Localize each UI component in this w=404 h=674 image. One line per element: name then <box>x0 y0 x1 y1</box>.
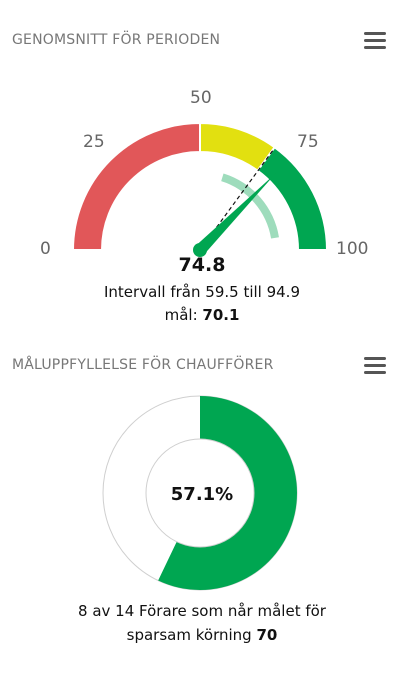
donut-hole <box>145 438 255 548</box>
gauge-tick-25: 25 <box>83 132 105 152</box>
gauge-needle-hub <box>193 243 207 257</box>
gauge-menu-button[interactable] <box>364 32 386 50</box>
donut-description-text: sparsam körning <box>126 626 257 644</box>
donut-description-value: 70 <box>256 626 278 644</box>
gauge-range-band <box>221 173 279 239</box>
gauge-tick-100: 100 <box>336 239 369 259</box>
gauge-target: mål: 70.1 <box>0 306 404 324</box>
gauge-tick-0: 0 <box>40 239 51 259</box>
donut-description-line1: 8 av 14 Förare som når målet för <box>78 602 326 620</box>
hamburger-menu-icon <box>364 357 386 360</box>
gauge-target-label: mål: <box>164 306 203 324</box>
hamburger-line <box>364 364 386 367</box>
donut-menu-button[interactable] <box>364 357 386 375</box>
gauge-target-value: 70.1 <box>202 306 240 324</box>
donut-percent: 57.1% <box>170 484 234 505</box>
donut-segment-achieved <box>158 396 297 590</box>
gauge-tick-75: 75 <box>297 132 319 152</box>
hamburger-menu-icon <box>364 32 386 35</box>
hamburger-line <box>364 46 386 49</box>
hamburger-line <box>364 371 386 374</box>
donut-description-line2: sparsam körning 70 <box>0 626 404 644</box>
gauge-card-title: GENOMSNITT FÖR PERIODEN <box>12 32 221 48</box>
gauge-needle <box>195 173 276 255</box>
gauge-value: 74.8 <box>178 254 226 276</box>
donut-card-title: MÅLUPPFYLLELSE FÖR CHAUFFÖRER <box>12 357 274 373</box>
gauge-chart <box>71 121 329 257</box>
hamburger-line <box>364 39 386 42</box>
gauge-band-2 <box>256 145 329 251</box>
gauge-tick-50: 50 <box>190 88 212 108</box>
donut-chart <box>102 395 298 591</box>
gauge-range-text: Intervall från 59.5 till 94.9 <box>103 283 300 301</box>
gauge-band-0 <box>71 121 201 251</box>
